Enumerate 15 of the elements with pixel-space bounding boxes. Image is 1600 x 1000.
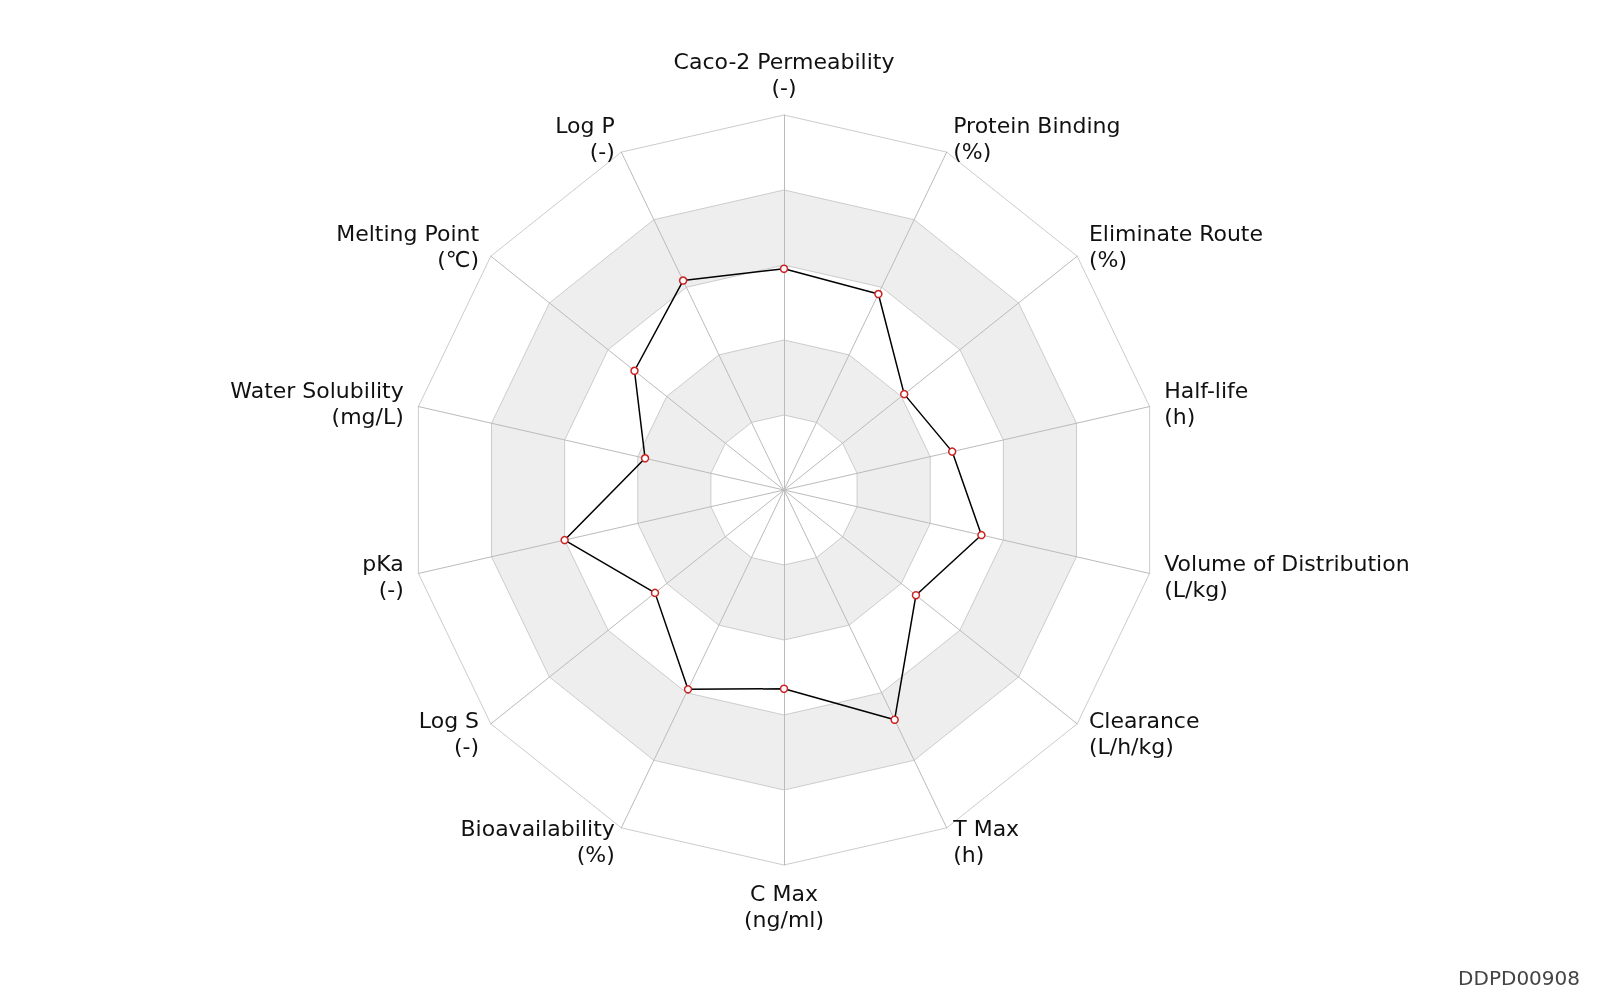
spoke-label: Bioavailability (%) <box>460 815 615 867</box>
spoke-label: Protein Binding (%) <box>953 113 1121 165</box>
spoke-label: Log P (-) <box>555 113 615 165</box>
spoke-label: Melting Point (℃) <box>336 221 480 273</box>
spoke-label: pKa (-) <box>362 551 404 603</box>
spoke-label: Volume of Distribution (L/kg) <box>1164 551 1410 603</box>
spoke-label: T Max (h) <box>952 815 1020 867</box>
spoke-label: Log S (-) <box>418 707 480 759</box>
spoke-label: Caco-2 Permeability (-) <box>673 48 895 100</box>
spoke-label: Clearance (L/h/kg) <box>1088 707 1200 759</box>
text: DDPD00908 <box>1458 966 1581 990</box>
spoke-label: Half-life (h) <box>1164 377 1249 429</box>
spoke-label: Eliminate Route (%) <box>1088 221 1264 273</box>
spoke-label: C Max (ng/ml) <box>743 880 825 932</box>
spoke-label: Water Solubility (mg/L) <box>230 377 404 429</box>
